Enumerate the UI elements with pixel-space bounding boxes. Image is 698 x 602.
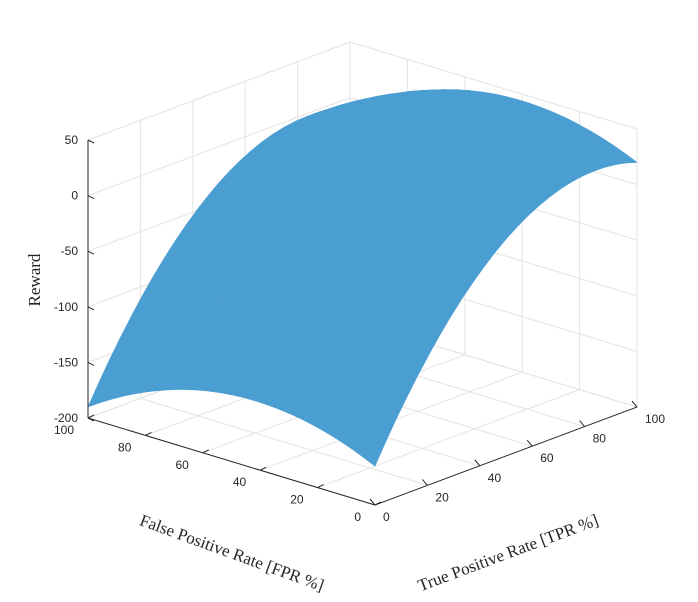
y-tick-label: 60 xyxy=(175,458,189,472)
x-tick-mark xyxy=(369,498,376,506)
surface-patch xyxy=(362,431,387,467)
z-tick-mark xyxy=(87,250,95,255)
x-axis-label: True Positive Rate [TPR %] xyxy=(415,510,601,595)
z-tick-mark xyxy=(87,139,95,144)
y-tick-label: 0 xyxy=(354,510,361,524)
x-axis-line xyxy=(374,406,638,506)
z-tick-label: -100 xyxy=(54,300,78,314)
z-tick-label: -150 xyxy=(54,355,78,369)
x-tick-mark xyxy=(474,459,481,467)
grid-line xyxy=(317,389,580,489)
z-tick-label: -200 xyxy=(54,411,78,425)
z-axis-label: Reward xyxy=(25,253,44,306)
z-tick-label: -50 xyxy=(61,244,79,258)
y-tick-label: 80 xyxy=(118,440,132,454)
y-tick-label: 20 xyxy=(290,493,304,507)
grid-line xyxy=(87,97,351,197)
y-tick-mark xyxy=(374,501,382,506)
y-tick-mark xyxy=(87,414,95,419)
x-tick-label: 80 xyxy=(593,432,607,446)
x-tick-mark xyxy=(422,479,428,486)
grid-line xyxy=(349,41,638,130)
x-tick-mark xyxy=(579,420,585,427)
x-tick-label: 40 xyxy=(488,471,502,485)
z-tick-mark xyxy=(87,361,95,366)
x-tick-label: 60 xyxy=(540,451,554,465)
y-tick-label: 40 xyxy=(233,475,247,489)
x-tick-label: 0 xyxy=(383,510,390,524)
x-tick-label: 100 xyxy=(645,412,665,426)
y-tick-mark xyxy=(202,449,210,454)
x-tick-mark xyxy=(631,400,638,408)
z-tick-mark xyxy=(87,417,95,422)
y-tick-label: 100 xyxy=(54,423,74,437)
x-tick-label: 20 xyxy=(435,490,449,504)
z-tick-mark xyxy=(87,195,95,200)
grid-line xyxy=(140,397,428,486)
z-tick-mark xyxy=(87,306,95,311)
grid-line xyxy=(87,41,351,141)
z-tick-label: 0 xyxy=(71,189,78,203)
y-tick-mark xyxy=(317,484,324,489)
y-axis-line xyxy=(87,417,376,506)
y-tick-mark xyxy=(145,431,152,436)
y-axis-label: False Positive Rate [FPR %] xyxy=(137,511,326,595)
y-tick-mark xyxy=(259,466,267,471)
x-tick-mark xyxy=(526,439,533,447)
z-tick-label: 50 xyxy=(65,133,79,147)
